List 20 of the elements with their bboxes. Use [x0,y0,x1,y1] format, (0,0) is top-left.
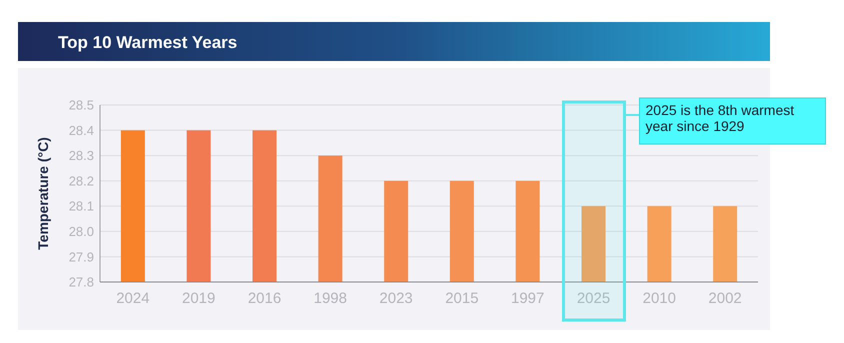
x-tick-label: 2015 [445,290,479,307]
y-tick-label: 27.9 [68,249,94,264]
x-tick-label: 2019 [182,290,216,307]
y-tick-label: 27.8 [68,274,94,290]
y-tick-label: 28.1 [68,198,94,214]
x-tick-label: 2010 [642,290,676,307]
band-label: 2025 is the 8th warmest year since 1929 [646,102,794,134]
x-tick-label: 2023 [379,290,413,307]
y-tick-label: 28.0 [68,224,94,239]
y-tick-label: 28.2 [68,173,94,188]
y-tick-label: 28.3 [68,148,94,164]
chart-title: Top 10 Warmest Years [58,33,238,52]
y-tick-label: 28.5 [68,98,94,113]
x-tick-label: 1997 [511,290,544,307]
x-tick-label: 2024 [116,290,150,307]
y-tick-label: 28.4 [68,122,94,138]
x-tick-label: 1998 [314,290,347,307]
x-tick-label: 2016 [248,290,282,307]
y-axis-title: Temperature (°C) [35,137,51,250]
x-tick-label: 2002 [708,290,742,307]
